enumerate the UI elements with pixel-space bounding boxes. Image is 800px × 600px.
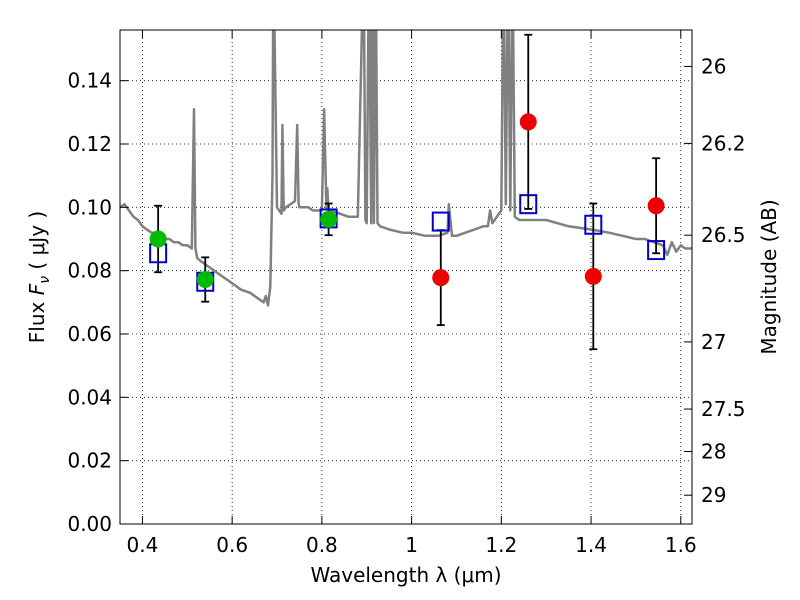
observed-point-marker (196, 271, 214, 289)
observed-point-marker (149, 230, 167, 248)
plot-frame (119, 29, 693, 525)
observed-point-marker (320, 210, 338, 228)
y2-tick-label: 27 (701, 330, 726, 354)
x-tick-label: 0.4 (127, 533, 159, 557)
y-tick-label: 0.04 (67, 385, 112, 409)
model-square-marker (519, 194, 538, 215)
model-square-marker (584, 214, 603, 235)
observed-point-marker (432, 269, 450, 287)
x-tick-label: 0.6 (216, 533, 248, 557)
data-markers (149, 113, 666, 292)
observed-point-marker (647, 197, 665, 215)
y-tick-label: 0.12 (67, 132, 112, 156)
x-axis-label: Wavelength λ (μm) (310, 563, 501, 587)
y2-tick-label: 26 (701, 54, 726, 78)
x-tick-label: 1 (405, 533, 418, 557)
observed-point-marker (519, 113, 537, 131)
y-tick-label: 0.14 (67, 69, 112, 93)
y-tick-label: 0.00 (67, 512, 112, 536)
y-axis-label: Flux Fν ( μJy ) (25, 211, 53, 343)
x-tick-label: 1.2 (485, 533, 517, 557)
y-tick-label: 0.02 (67, 449, 112, 473)
model-square-marker (431, 211, 450, 232)
y2-tick-label: 29 (701, 483, 726, 507)
y-tick-label: 0.10 (67, 195, 112, 219)
spectrum-series (120, 30, 692, 307)
y2-tick-label: 26.5 (701, 223, 746, 247)
x-tick-label: 1.4 (575, 533, 607, 557)
model-square-marker (647, 240, 666, 261)
y2-tick-label: 28 (701, 439, 726, 463)
observed-point-marker (584, 267, 602, 285)
y2-axis-label: Magnitude (AB) (757, 199, 781, 354)
x-tick-label: 1.6 (665, 533, 697, 557)
y2-tick-label: 27.5 (701, 397, 746, 421)
x-tick-label: 0.8 (306, 533, 338, 557)
spectrum-line (120, 30, 692, 307)
y-tick-label: 0.08 (67, 259, 112, 283)
axis-ticks: 0.4 0.6 0.8 1 1.2 1.4 1.6 0.00 0.02 0.04 0.06 0.08 0… (67, 30, 746, 557)
y-tick-label: 0.06 (67, 322, 112, 346)
y2-tick-label: 26.2 (701, 131, 746, 155)
